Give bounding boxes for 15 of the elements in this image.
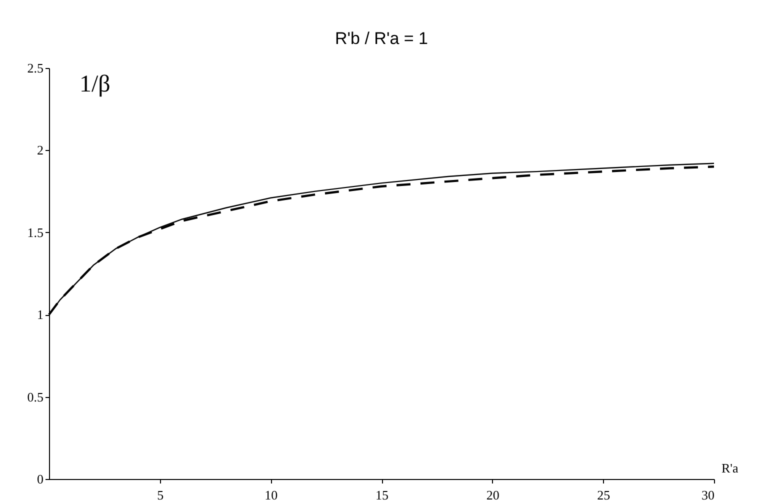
y-tick-label: 0.5 — [27, 389, 44, 404]
x-tick-label: 30 — [702, 488, 714, 501]
x-tick-label: 20 — [486, 488, 500, 501]
x-tick-label: 5 — [157, 488, 164, 501]
y-tick-label: 1.5 — [27, 224, 44, 240]
y-tick-label: 2.5 — [27, 60, 44, 76]
chart-title: R'b / R'a = 1 — [335, 29, 428, 48]
x-tick-label: 15 — [376, 488, 388, 501]
y-tick-label: 1 — [37, 307, 44, 322]
y-tick-label: 2 — [37, 142, 44, 158]
x-tick-label: 25 — [597, 488, 610, 501]
y-tick-label: 0 — [37, 472, 44, 486]
x-tick-label: 10 — [264, 488, 278, 501]
y-axis-title: 1/β — [80, 72, 110, 98]
x-axis-title: R'a — [722, 460, 739, 476]
